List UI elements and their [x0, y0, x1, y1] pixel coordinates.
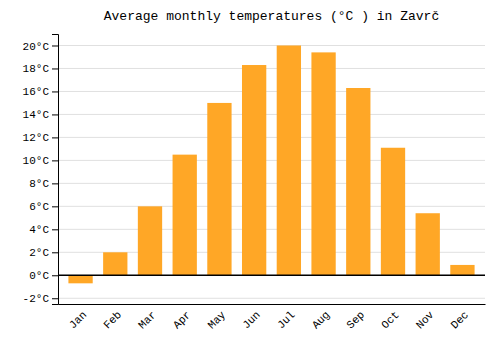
y-tick-label: 14°C [23, 109, 50, 121]
y-tick-line [52, 252, 58, 253]
y-tick-label: 16°C [23, 86, 50, 98]
x-tick: Jul [275, 304, 297, 331]
plot: Jan Feb Mar Apr May Jun Jul Aug Sep Oct Nov Dec -2°C… [23, 35, 486, 332]
x-tick-label: Jul [275, 309, 297, 331]
bar [207, 103, 231, 275]
y-tick-label: 2°C [29, 247, 49, 259]
x-axis: Jan Feb Mar Apr May Jun Jul Aug Sep Oct Nov Dec [59, 304, 486, 331]
y-tick: 14°C [23, 109, 58, 121]
bar [450, 265, 474, 275]
y-tick-line [52, 229, 58, 230]
x-tick: May [206, 304, 229, 331]
x-tick: Apr [171, 304, 193, 331]
y-tick: 6°C [29, 201, 58, 213]
y-tick-line [52, 137, 58, 138]
grid-line [58, 275, 485, 276]
y-tick: 10°C [23, 155, 58, 167]
bar [381, 148, 405, 276]
x-tick-label: Aug [310, 309, 332, 331]
title: Average monthly temperatures (°C ) in Za… [104, 9, 439, 24]
y-tick: 4°C [29, 224, 58, 236]
x-tick: Oct [379, 304, 401, 331]
x-tick: Dec [449, 304, 471, 331]
y-tick-label: 4°C [29, 224, 49, 236]
x-tick-label: Sep [344, 309, 366, 331]
x-tick-label: Jan [67, 309, 89, 331]
bar [242, 65, 266, 275]
bar [103, 252, 127, 275]
x-tick: Jan [67, 304, 89, 331]
grid-line [58, 45, 485, 46]
y-tick-line [52, 206, 58, 207]
grid-line [58, 91, 485, 92]
y-tick-label: 12°C [23, 132, 50, 144]
y-tick-line [52, 91, 58, 92]
y-tick-label: 10°C [23, 155, 50, 167]
y-tick: 8°C [29, 178, 58, 190]
y-tick-line [52, 183, 58, 184]
grid-line [58, 114, 485, 115]
zero-line [58, 275, 485, 277]
x-tick-label: May [206, 309, 229, 332]
x-tick-label: Apr [171, 309, 193, 331]
grid [58, 45, 485, 298]
x-tick: Mar [136, 304, 158, 331]
bar [68, 275, 92, 283]
bar [416, 213, 440, 275]
y-tick-label: 20°C [23, 41, 50, 53]
y-tick-line [52, 160, 58, 161]
y-tick: 16°C [23, 86, 58, 98]
y-axis-line [52, 35, 59, 305]
y-axis: -2°C 0°C 2°C 4°C 6°C 8°C 10°C 12°C 14°C 16°C 18°C 2… [23, 35, 59, 306]
y-tick-line [52, 68, 58, 69]
x-tick-label: Jun [240, 309, 262, 331]
y-tick: -2°C [23, 293, 58, 305]
grid-line [58, 183, 485, 184]
grid-line [58, 68, 485, 69]
y-tick: 18°C [23, 63, 58, 75]
bar [346, 88, 370, 275]
x-tick: Jun [240, 304, 262, 331]
y-tick: 20°C [23, 41, 58, 53]
x-tick-label: Nov [414, 309, 437, 332]
y-tick: 0°C [29, 270, 58, 282]
grid-line [58, 298, 485, 299]
marks [58, 45, 485, 283]
x-tick: Nov [414, 304, 437, 331]
y-tick: 2°C [29, 247, 58, 259]
x-tick: Sep [344, 304, 366, 331]
y-tick-label: 6°C [29, 201, 49, 213]
x-tick-label: Mar [136, 309, 158, 331]
y-tick-line [52, 45, 58, 46]
y-tick: 12°C [23, 132, 58, 144]
y-tick-line [52, 298, 58, 299]
x-tick-label: Oct [379, 309, 401, 331]
bar [138, 206, 162, 275]
bar [277, 45, 301, 275]
x-tick-label: Dec [449, 309, 471, 331]
grid-line [58, 206, 485, 207]
x-tick: Feb [101, 304, 123, 331]
y-tick-label: 18°C [23, 63, 50, 75]
bar [311, 52, 335, 275]
grid-line [58, 160, 485, 161]
x-tick-label: Feb [101, 309, 123, 331]
grid-line [58, 137, 485, 138]
chart: Jan Feb Mar Apr May Jun Jul Aug Sep Oct Nov Dec -2°C… [0, 0, 500, 350]
x-tick: Aug [310, 304, 332, 331]
y-tick-label: 0°C [29, 270, 49, 282]
y-tick-line [52, 275, 58, 276]
y-tick-line [52, 114, 58, 115]
bar [173, 155, 197, 276]
y-tick-label: 8°C [29, 178, 49, 190]
y-tick-label: -2°C [23, 293, 50, 305]
x-axis-line [59, 304, 486, 305]
